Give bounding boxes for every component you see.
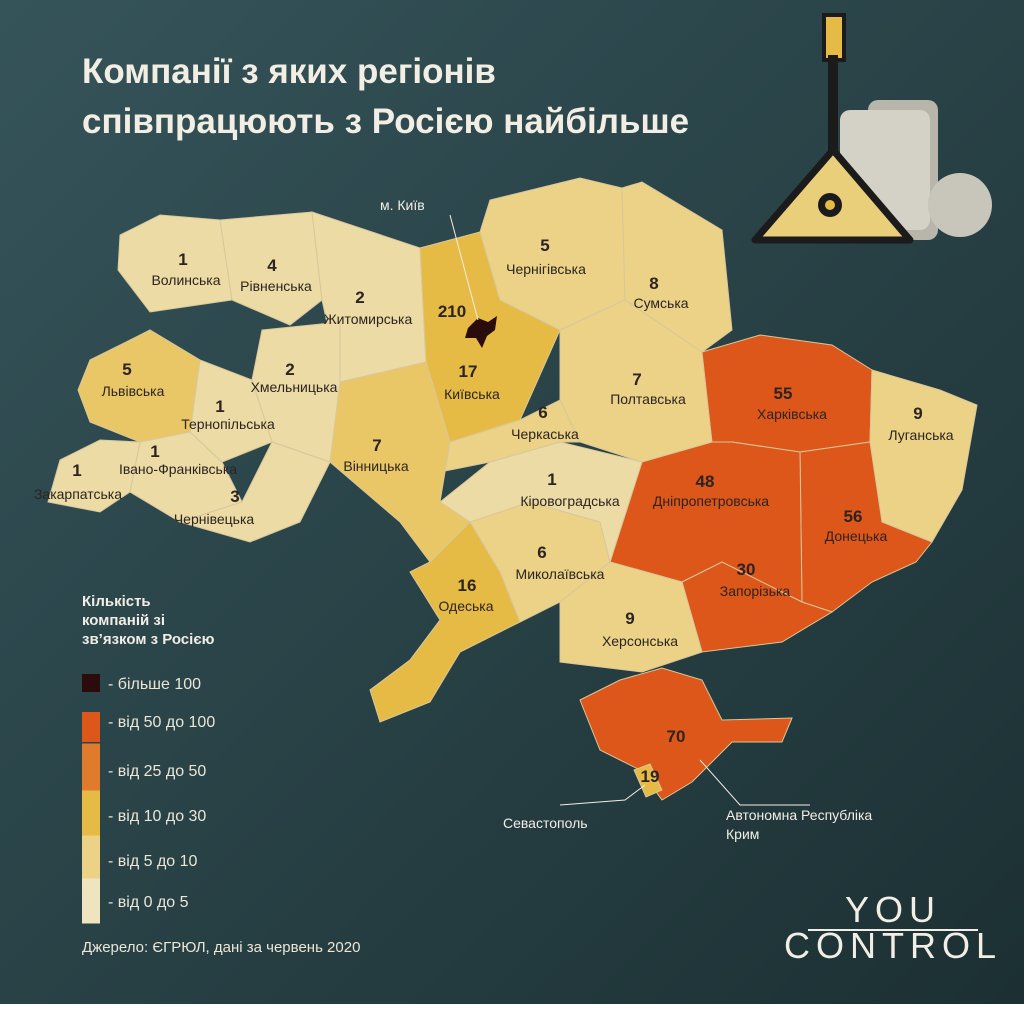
legend-swatch bbox=[82, 878, 100, 924]
region-name: Одеська bbox=[438, 598, 493, 614]
region bbox=[439, 399, 581, 473]
region-value: 5 bbox=[540, 236, 549, 255]
legend-title: компаній зі bbox=[82, 612, 165, 629]
region-value: 8 bbox=[649, 274, 658, 293]
region-name: Донецька bbox=[825, 528, 888, 544]
region-name: Хмельницька bbox=[251, 379, 338, 395]
region-value: 2 bbox=[355, 288, 364, 307]
kyiv-city-name: м. Київ bbox=[380, 197, 425, 213]
region-name: Житомирська bbox=[324, 311, 413, 327]
labels: 1Волинська4Рівненська2Житомирська17Київс… bbox=[34, 236, 954, 786]
region-name: Кіровоградська bbox=[520, 493, 619, 509]
region-value: 9 bbox=[625, 609, 634, 628]
region-value: 48 bbox=[696, 472, 715, 491]
region-name: Миколаївська bbox=[516, 566, 605, 582]
region-name: Чернівецька bbox=[174, 511, 255, 527]
region-value: 6 bbox=[537, 543, 546, 562]
leader-line bbox=[699, 759, 810, 806]
legend-swatch bbox=[82, 790, 100, 840]
logo-text: YOU bbox=[845, 889, 941, 930]
balalaika-icon bbox=[751, 13, 992, 244]
region-name: Івано-Франківська bbox=[119, 461, 237, 477]
leader-line bbox=[559, 784, 646, 806]
sevastopol-callout: Севастополь bbox=[503, 815, 588, 831]
region-value: 4 bbox=[267, 256, 277, 275]
legend-label: - від 25 до 50 bbox=[108, 763, 206, 780]
region bbox=[47, 439, 141, 513]
region-value: 1 bbox=[547, 470, 556, 489]
legend-title: зв’язком з Росією bbox=[82, 631, 215, 648]
region bbox=[369, 521, 521, 723]
region-value: 9 bbox=[913, 404, 922, 423]
region-name: Харківська bbox=[757, 406, 827, 422]
region-value: 1 bbox=[178, 250, 187, 269]
region-name: Запорізька bbox=[720, 583, 791, 599]
regions bbox=[47, 177, 978, 801]
region-value: 19 bbox=[641, 767, 660, 786]
region-value: 70 bbox=[667, 727, 686, 746]
region-value: 1 bbox=[215, 397, 224, 416]
region-value: 2 bbox=[285, 360, 294, 379]
region-value: 1 bbox=[72, 461, 81, 480]
region-value: 3 bbox=[230, 487, 239, 506]
leader-line bbox=[449, 214, 479, 321]
region-name: Сумська bbox=[633, 295, 688, 311]
kyiv-city-value: 210 bbox=[438, 302, 466, 321]
legend-swatch bbox=[82, 835, 100, 885]
region-value: 7 bbox=[632, 370, 641, 389]
region-name: Дніпропетровська bbox=[653, 493, 769, 509]
region-name: Херсонська bbox=[602, 633, 678, 649]
legend-label: - від 0 до 5 bbox=[108, 894, 189, 911]
region-name: Тернопільська bbox=[181, 416, 275, 432]
region-value: 16 bbox=[458, 576, 477, 595]
legend-label: - від 50 до 100 bbox=[108, 714, 215, 731]
region-value: 17 bbox=[459, 362, 478, 381]
title-line: Компанії з яких регіонів bbox=[82, 52, 496, 91]
source: Джерело: ЄГРЮЛ, дані за червень 2020 bbox=[82, 939, 360, 956]
region-name: Рівненська bbox=[240, 278, 312, 294]
region-value: 1 bbox=[150, 442, 159, 461]
title-line: співпрацюють з Росією найбільше bbox=[82, 102, 689, 141]
legend-swatch bbox=[82, 674, 100, 692]
legend-label: - від 5 до 10 bbox=[108, 853, 198, 870]
region bbox=[219, 211, 323, 326]
region bbox=[178, 441, 331, 543]
legend: - більше 100 - від 50 до 100 - від 25 до 5… bbox=[82, 674, 215, 924]
legend-label: - від 10 до 30 bbox=[108, 808, 206, 825]
region-name: Львівська bbox=[102, 383, 165, 399]
legend-title: Кількість bbox=[82, 593, 151, 610]
region-name: Волинська bbox=[151, 272, 220, 288]
region-name: Черкаська bbox=[511, 426, 579, 442]
legend-swatch bbox=[82, 712, 100, 742]
region-name: Вінницька bbox=[343, 458, 408, 474]
legend-label: - більше 100 bbox=[108, 676, 201, 693]
region-value: 5 bbox=[122, 360, 131, 379]
legend-swatch bbox=[82, 743, 100, 797]
region-value: 55 bbox=[774, 384, 793, 403]
region-name: Чернігівська bbox=[506, 261, 586, 277]
kyiv-city bbox=[465, 316, 497, 348]
region-value: 7 bbox=[372, 436, 381, 455]
region-name: Закарпатська bbox=[34, 486, 122, 502]
logo-text: CONTROL bbox=[784, 925, 1002, 966]
region-value: 6 bbox=[538, 403, 547, 422]
region bbox=[633, 763, 663, 798]
crimea-callout: Автономна Республіка Крим bbox=[726, 807, 873, 842]
region-name: Луганська bbox=[888, 427, 953, 443]
crimea-callout-box: Автономна Республіка Крим bbox=[726, 807, 873, 842]
region-value: 56 bbox=[844, 507, 863, 526]
region-name: Київська bbox=[444, 386, 500, 402]
region-name: Полтавська bbox=[610, 391, 686, 407]
region-value: 30 bbox=[737, 560, 756, 579]
